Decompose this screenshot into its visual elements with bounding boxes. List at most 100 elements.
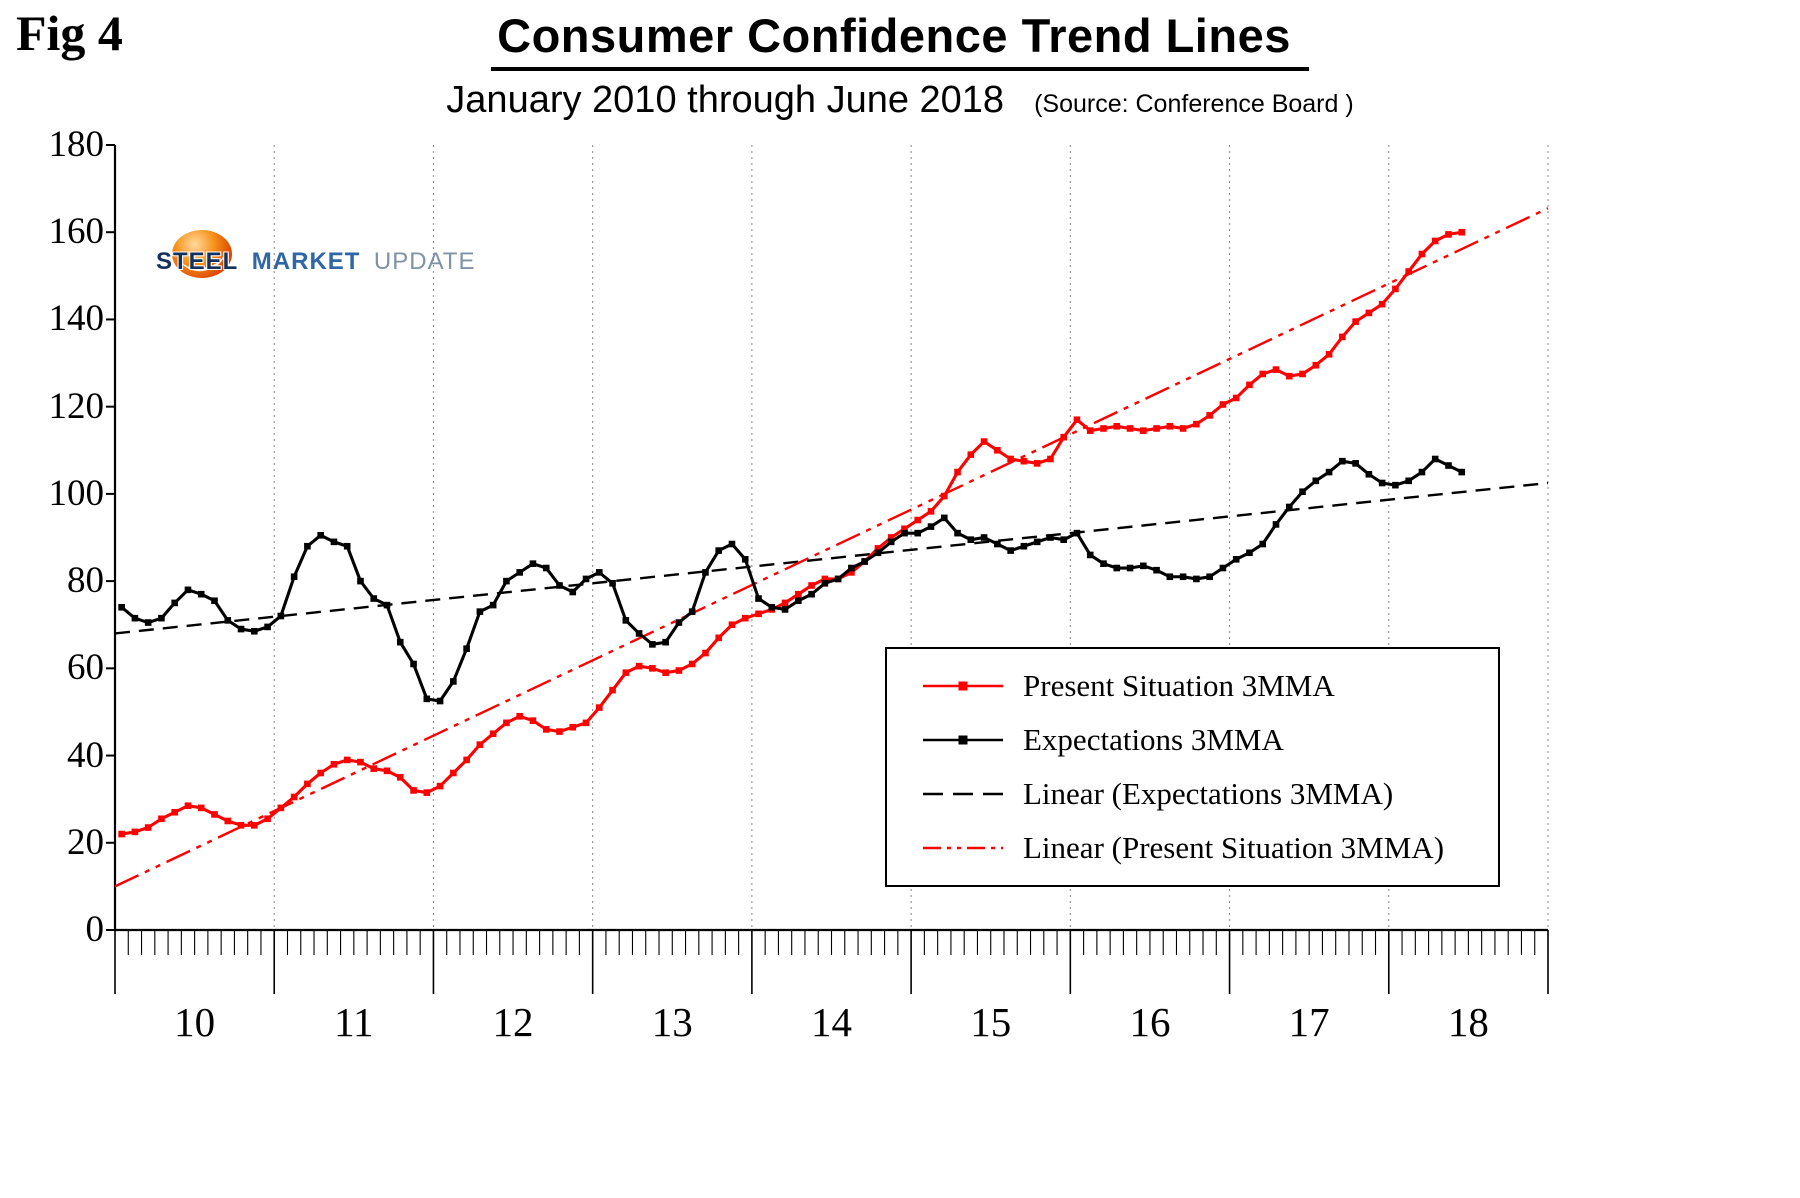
series-marker bbox=[171, 599, 179, 607]
series-marker bbox=[556, 582, 563, 589]
logo-sphere-icon bbox=[172, 230, 232, 278]
x-axis-label-18: 18 bbox=[1447, 999, 1489, 1045]
series-marker bbox=[808, 590, 815, 598]
y-axis-label: 20 bbox=[67, 821, 104, 863]
x-axis-label-15: 15 bbox=[970, 999, 1012, 1045]
series-marker bbox=[1166, 422, 1174, 430]
series-marker bbox=[649, 641, 656, 648]
series-marker bbox=[821, 575, 829, 583]
series-marker bbox=[1047, 455, 1054, 463]
series-marker bbox=[171, 808, 179, 816]
series-marker bbox=[927, 508, 935, 515]
series-marker bbox=[463, 645, 470, 653]
series-marker bbox=[396, 774, 404, 781]
series-marker bbox=[211, 597, 218, 605]
series-marker bbox=[1325, 468, 1333, 476]
series-marker bbox=[343, 756, 351, 764]
series-marker bbox=[264, 815, 271, 823]
fig-label: Fig 4 bbox=[16, 5, 123, 61]
series-marker bbox=[383, 767, 391, 775]
series-marker bbox=[1206, 573, 1213, 581]
series-marker bbox=[1232, 394, 1240, 402]
series-marker bbox=[1033, 538, 1041, 546]
series-marker bbox=[357, 577, 364, 585]
y-axis-label: 60 bbox=[67, 647, 104, 689]
series-marker bbox=[396, 638, 404, 646]
series-marker bbox=[1431, 237, 1439, 245]
series-marker bbox=[1219, 564, 1227, 572]
series-marker bbox=[1352, 318, 1359, 325]
series-marker bbox=[848, 564, 855, 572]
x-axis-label-10: 10 bbox=[174, 999, 216, 1045]
series-marker bbox=[715, 634, 723, 642]
y-axis-label: 40 bbox=[67, 734, 104, 776]
series-marker bbox=[489, 730, 497, 738]
series-marker bbox=[887, 534, 895, 541]
series-marker bbox=[423, 789, 431, 796]
series-marker bbox=[184, 802, 192, 810]
series-marker bbox=[1100, 425, 1107, 432]
trendline-present bbox=[114, 207, 1549, 888]
series-marker bbox=[808, 582, 815, 589]
legend: Present Situation 3MMA Expectations 3MMA L… bbox=[885, 647, 1500, 887]
series-marker bbox=[1312, 361, 1320, 369]
chart-subtitle: January 2010 through June 2018 bbox=[446, 79, 1005, 121]
series-marker bbox=[994, 540, 1001, 548]
series-marker bbox=[450, 678, 457, 685]
series-marker bbox=[635, 630, 643, 637]
series-marker bbox=[1259, 370, 1267, 378]
series-marker bbox=[1073, 529, 1081, 537]
series-marker bbox=[304, 780, 311, 788]
series-marker bbox=[410, 660, 417, 668]
series-marker bbox=[224, 817, 232, 825]
series-marker bbox=[317, 769, 324, 777]
y-axis-label: 160 bbox=[48, 211, 105, 253]
series-marker bbox=[290, 573, 298, 581]
series-marker bbox=[1259, 540, 1267, 548]
x-axis-label-14: 14 bbox=[811, 999, 852, 1045]
series-marker bbox=[874, 545, 882, 552]
series-marker bbox=[569, 723, 577, 731]
series-marker bbox=[1299, 488, 1306, 496]
series-marker bbox=[1140, 562, 1147, 570]
series-marker bbox=[1020, 542, 1028, 550]
x-axis-label-16: 16 bbox=[1129, 999, 1171, 1045]
legend-label: Linear (Expectations 3MMA) bbox=[1023, 776, 1394, 811]
series-marker bbox=[118, 603, 125, 611]
series-marker bbox=[304, 542, 311, 550]
legend-line-sample bbox=[923, 846, 1003, 850]
series-marker bbox=[1365, 309, 1373, 317]
series-marker bbox=[1193, 575, 1200, 583]
series-marker bbox=[450, 769, 457, 777]
series-marker bbox=[609, 579, 616, 587]
series-marker bbox=[1100, 560, 1107, 567]
series-marker bbox=[901, 525, 908, 533]
series-marker bbox=[1060, 433, 1067, 441]
series-marker bbox=[1153, 425, 1160, 432]
series-marker bbox=[436, 697, 444, 705]
series-marker bbox=[795, 590, 802, 598]
steel-market-update-logo: STEEL MARKET UPDATE bbox=[150, 230, 474, 292]
legend-item: Linear (Expectations 3MMA) bbox=[921, 776, 1488, 812]
series-marker bbox=[1153, 566, 1160, 574]
series-marker bbox=[330, 760, 338, 768]
series-marker bbox=[158, 815, 165, 823]
legend-label: Linear (Present Situation 3MMA) bbox=[1023, 830, 1445, 865]
series-marker bbox=[741, 614, 749, 622]
series-marker bbox=[596, 704, 603, 711]
series-marker bbox=[1365, 470, 1373, 478]
series-marker bbox=[901, 529, 908, 537]
series-marker bbox=[1219, 401, 1227, 408]
series-marker bbox=[582, 719, 590, 727]
series-marker bbox=[1431, 455, 1439, 463]
series-marker bbox=[649, 665, 656, 672]
series-marker bbox=[158, 614, 165, 622]
series-marker bbox=[237, 822, 245, 829]
legend-line-sample bbox=[923, 681, 1003, 691]
series-marker bbox=[1445, 231, 1452, 238]
series-marker bbox=[1126, 425, 1134, 432]
series-marker bbox=[994, 446, 1001, 454]
series-marker bbox=[609, 686, 616, 694]
series-marker bbox=[1339, 333, 1346, 341]
series-marker bbox=[795, 597, 802, 605]
